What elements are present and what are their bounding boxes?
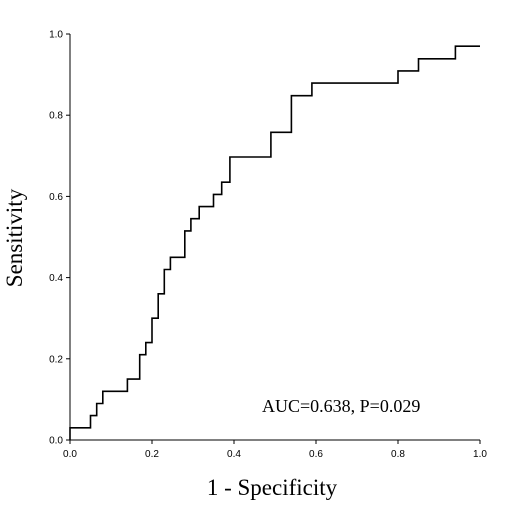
x-axis-title: 1 - Specificity <box>207 475 338 500</box>
roc-curve <box>69 45 480 440</box>
x-tick-label: 0.2 <box>145 449 159 460</box>
x-tick-label: 0.6 <box>309 449 323 460</box>
auc-annotation: AUC=0.638, P=0.029 <box>262 396 420 416</box>
y-tick-label: 1.0 <box>49 30 63 41</box>
x-tick-label: 0.8 <box>391 449 405 460</box>
y-tick-label: 0.8 <box>49 111 63 122</box>
y-tick-label: 0.2 <box>49 354 63 365</box>
x-tick-label: 1.0 <box>473 449 487 460</box>
x-ticks: 0.0 0.2 0.4 0.6 0.8 1.0 <box>63 440 487 460</box>
y-tick-label: 0.6 <box>49 192 63 203</box>
y-ticks: 0.0 0.2 0.4 0.6 0.8 1.0 <box>49 30 70 447</box>
y-tick-label: 0.0 <box>49 436 63 447</box>
x-tick-label: 0.4 <box>227 449 241 460</box>
axes <box>69 34 480 441</box>
y-axis-title: Sensitivity <box>2 188 27 287</box>
y-tick-label: 0.4 <box>49 273 63 284</box>
x-tick-label: 0.0 <box>63 449 77 460</box>
